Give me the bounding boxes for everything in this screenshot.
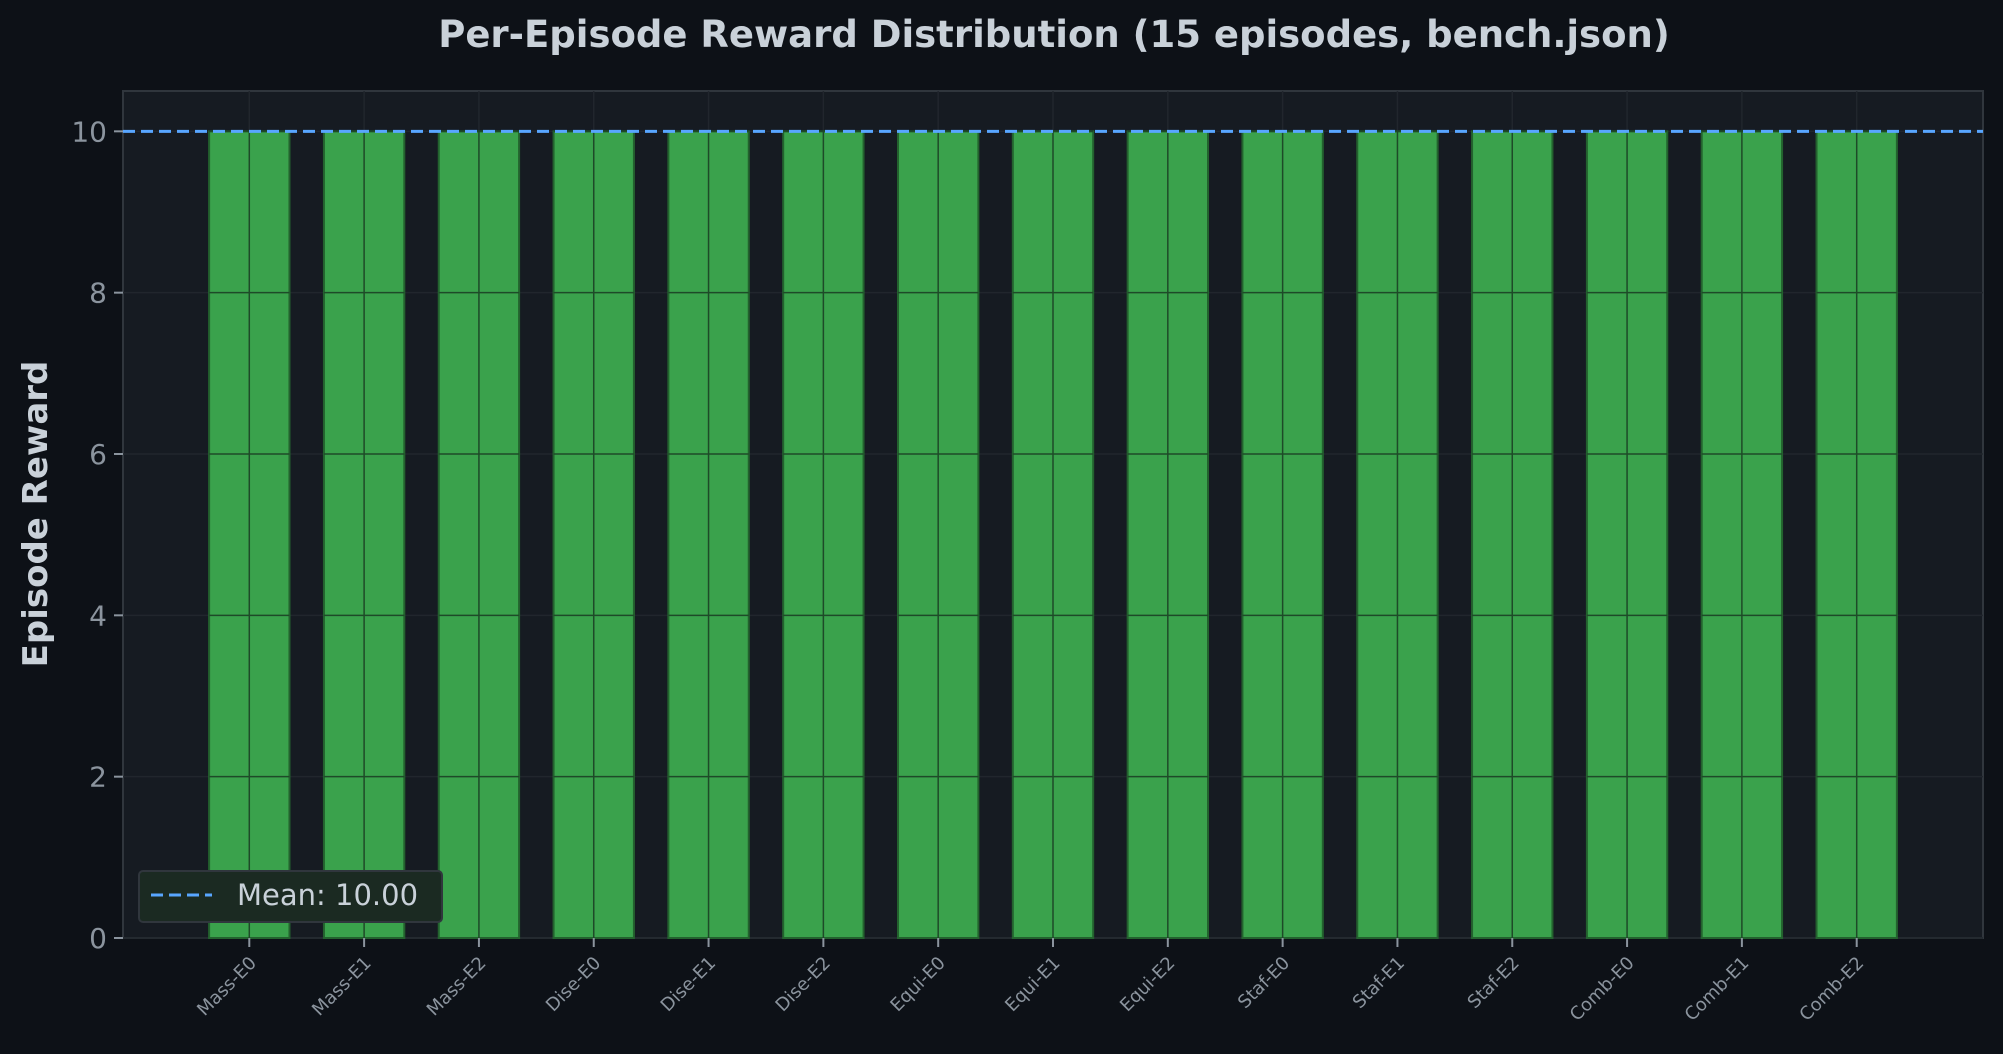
y-tick-label: 6 xyxy=(89,438,107,471)
bars-layer xyxy=(208,130,1898,940)
legend: Mean: 10.00 xyxy=(138,870,443,923)
y-tick-label: 4 xyxy=(89,599,107,632)
y-tick-label: 10 xyxy=(71,115,107,148)
legend-mean-label: Mean: 10.00 xyxy=(237,878,418,912)
legend-box xyxy=(138,870,443,923)
chart-title: Per-Episode Reward Distribution (15 epis… xyxy=(438,13,1670,56)
y-tick-label: 2 xyxy=(89,761,107,794)
y-axis-label: Episode Reward xyxy=(16,361,56,668)
y-axis: 0 2 4 6 8 10 xyxy=(71,115,123,955)
y-tick-label: 8 xyxy=(89,277,107,310)
y-tick-label: 0 xyxy=(89,922,107,955)
